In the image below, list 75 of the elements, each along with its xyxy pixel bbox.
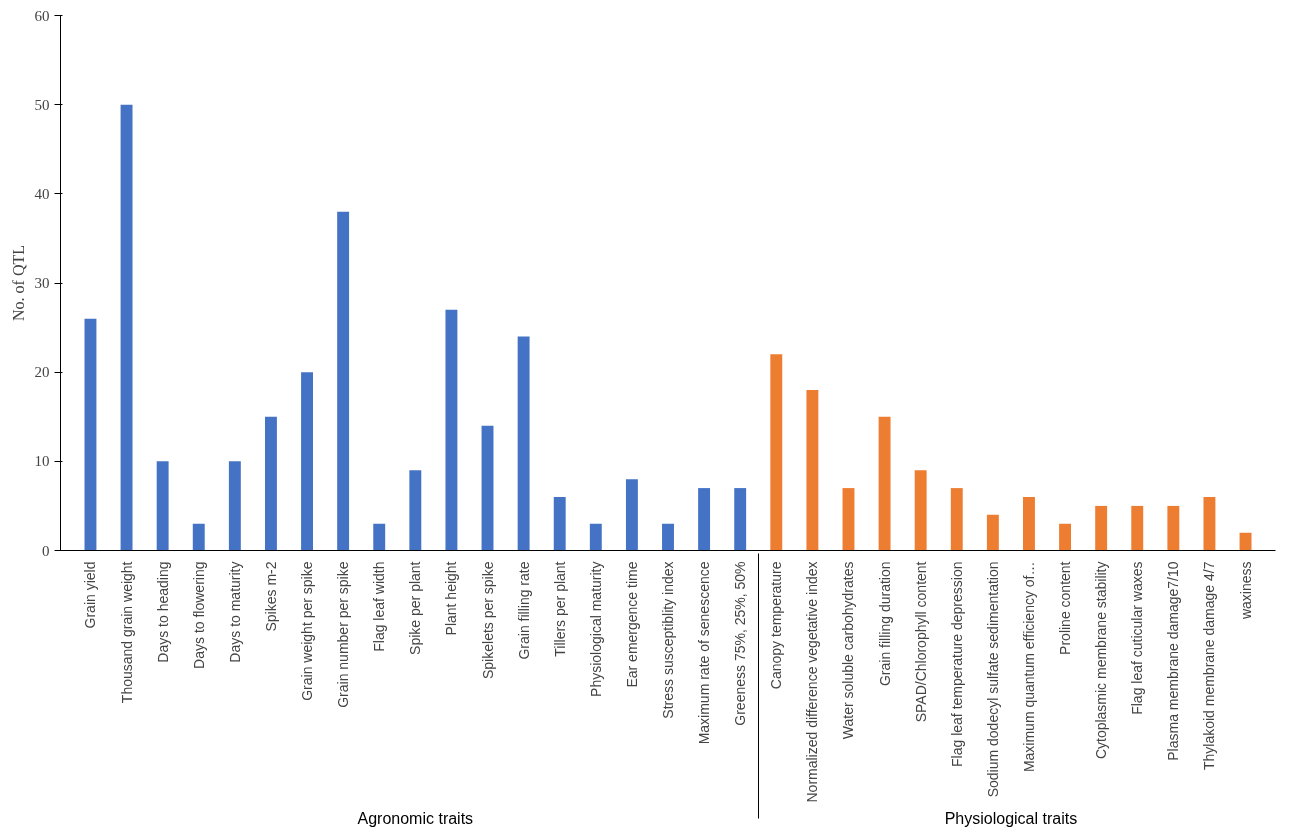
bar [878,416,891,551]
y-tick-label: 40 [34,185,50,202]
x-tick-label: Normalized difference vegetative index [804,561,821,803]
bar [1203,497,1216,551]
x-tick-label: Sodium dodecyl sulfate sedimentation [984,561,1001,798]
y-tick-label: 30 [34,275,50,291]
bar [156,461,169,551]
bar [842,488,855,551]
bar [481,425,494,551]
bar [625,479,638,551]
x-tick-label: Cytoplasmic membrane stability [1093,561,1110,760]
x-tick-label: Grain yield [82,561,99,629]
text: Agronomic traits [357,810,474,828]
x-tick-label: Physiological maturity [587,561,604,697]
bar [806,390,819,551]
x-tick-label: Maximum quantum efficiency of… [1020,561,1037,773]
bar [337,211,350,551]
x-tick-label: Flag leaf width [371,561,388,652]
text: Physiological traits [944,810,1078,828]
bar [409,470,422,551]
x-tick-label: Maximum rate of senescence [696,561,713,745]
x-tick-label: waxiness [1237,561,1254,621]
x-tick-label: Days to heading [154,561,171,663]
bar [1023,497,1035,551]
bar [734,488,747,551]
bar [1095,505,1108,551]
y-tick-label: 0 [42,542,50,559]
x-tick-label: Canopy temperature [768,561,785,690]
x-tick-label: Stress susceptiblity index [660,561,676,719]
x-tick-label: SPAD/Chlorophyll content [912,561,929,723]
bar [662,523,674,551]
bar [589,523,602,551]
y-tick-label: 20 [34,364,50,381]
bar [264,416,277,551]
x-tick-label: Tillers per plant [551,561,568,657]
bar [986,514,999,551]
x-tick-label: Flag leaf cuticular waxes [1129,561,1146,715]
x-tick-label: Flag leaf temperature depression [948,561,965,767]
bar [445,309,458,551]
x-tick-label: Ear emergence time [623,561,640,688]
x-tick-label: Spike per plant [407,561,424,655]
bar [698,488,711,551]
bar [120,104,133,551]
x-tick-label: Plant height [443,561,460,636]
bar [517,336,530,551]
y-tick-label: 10 [34,453,50,470]
bar [84,318,97,551]
bar [950,488,963,551]
bar [192,523,205,551]
bar [1131,505,1144,551]
x-tick-label: Grain filling duration [876,561,893,687]
bar [1059,523,1072,551]
x-tick-label: Plasma membrane damage7/10 [1165,561,1182,761]
x-tick-label: Water soluble carbohydrates [840,561,857,740]
x-tick-label: Proline content [1057,561,1074,655]
x-tick-label: Grain weight per spike [299,561,316,701]
x-tick-label: Grain filling rate [515,561,532,660]
bar [373,523,386,551]
bar [1167,505,1180,551]
bar [553,497,566,551]
y-tick-label: 60 [34,7,50,24]
x-tick-label: Days to flowering [190,561,207,669]
x-tick-label: Thylakoid membrane damage 4/7 [1201,561,1218,771]
x-tick-label: Spikes m-2 [262,561,279,632]
bar [228,461,241,551]
x-tick-label: Greeness 75%, 25%, 50% [732,561,749,726]
x-tick-label: Spikelets per spike [479,561,496,679]
x-tick-label: Days to maturity [226,561,243,663]
x-tick-label: Thousand grain weight [118,561,135,704]
bar [914,470,927,551]
bar [301,372,313,551]
y-tick-label: 50 [34,96,50,113]
x-tick-label: Grain number per spike [335,561,352,708]
bar [770,354,783,551]
y-axis-title: No. of QTL [9,245,27,321]
